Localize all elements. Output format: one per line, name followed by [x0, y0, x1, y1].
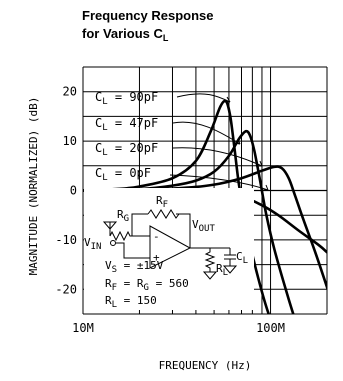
- feedback-wire-left: [131, 213, 148, 236]
- rl-label: RL: [216, 262, 228, 278]
- rf-resistor: [147, 209, 180, 219]
- cl-ground-symbol: [222, 265, 238, 274]
- cl-label: CL: [236, 250, 248, 266]
- series-line-20pf: [83, 165, 327, 292]
- vin-wire: [116, 242, 150, 259]
- y-tick-label: 0: [70, 184, 77, 198]
- leader-arrowhead-20pf: [256, 160, 263, 167]
- rg-label: RG: [117, 208, 129, 224]
- supply-voltage-spec: VS = ±15V: [105, 259, 164, 275]
- op-amp-triangle: [149, 225, 192, 269]
- op-amp-plus-sign: +: [153, 251, 160, 264]
- leader-arrow-20pf: [172, 147, 263, 167]
- rl-resistor: [204, 248, 216, 272]
- circuit-background: [84, 188, 254, 310]
- series-label-90pf: CL = 90pF: [95, 90, 158, 107]
- leader-arrow-47pf: [172, 121, 241, 145]
- x-tick-label: 10M: [72, 321, 94, 335]
- rg-resistor: [109, 230, 150, 242]
- series-labels: CL = 90pF CL = 47pF CL = 20pF CL = 0pF: [95, 90, 158, 183]
- y-axis-label: MAGNITUDE (NORMALIZED) (dB): [27, 97, 40, 276]
- rl-ground-symbol: [202, 271, 218, 280]
- y-tick-label: 10: [63, 134, 77, 148]
- cl-capacitor: [224, 248, 236, 266]
- feedback-wire-right: [176, 213, 191, 248]
- leader-arrowhead-90pf: [223, 96, 231, 103]
- y-tick-label: 20: [63, 85, 77, 99]
- leader-arrow-0pf: [169, 174, 269, 191]
- op-amp-minus-sign: -: [153, 230, 160, 243]
- y-tick-label: -20: [55, 282, 77, 296]
- leader-arrowhead-0pf: [262, 184, 269, 191]
- resistor-values-spec: RF = RG = 560: [105, 277, 189, 293]
- tick-labels: 20 10 0 -10 -20 10M 100M: [55, 85, 285, 335]
- leader-arrowhead-47pf: [233, 138, 241, 145]
- vout-label: VOUT: [192, 218, 215, 234]
- vin-label: VIN: [84, 236, 101, 252]
- rg-ground-symbol: [102, 221, 118, 230]
- chart-title: Frequency Response: [82, 8, 214, 23]
- load-resistor-spec: RL = 150: [105, 294, 157, 310]
- vin-terminal: [110, 240, 116, 246]
- label-leader-arrows: [169, 93, 269, 191]
- y-tick-label: -10: [55, 233, 77, 247]
- x-axis-label: FREQUENCY (Hz): [159, 359, 252, 372]
- series-line-47pf: [83, 129, 295, 314]
- inset-circuit-schematic: - + RG RF VOUT VIN RL CL VS = ±15V RF = …: [84, 188, 254, 310]
- chart-subtitle: for Various CL: [82, 26, 169, 43]
- series-label-47pf: CL = 47pF: [95, 116, 158, 133]
- x-tick-label: 100M: [256, 321, 285, 335]
- leader-arrow-90pf: [176, 93, 231, 103]
- series-label-20pf: CL = 20pF: [95, 141, 158, 158]
- series-label-0pf: CL = 0pF: [95, 166, 151, 183]
- rf-label: RF: [156, 194, 168, 210]
